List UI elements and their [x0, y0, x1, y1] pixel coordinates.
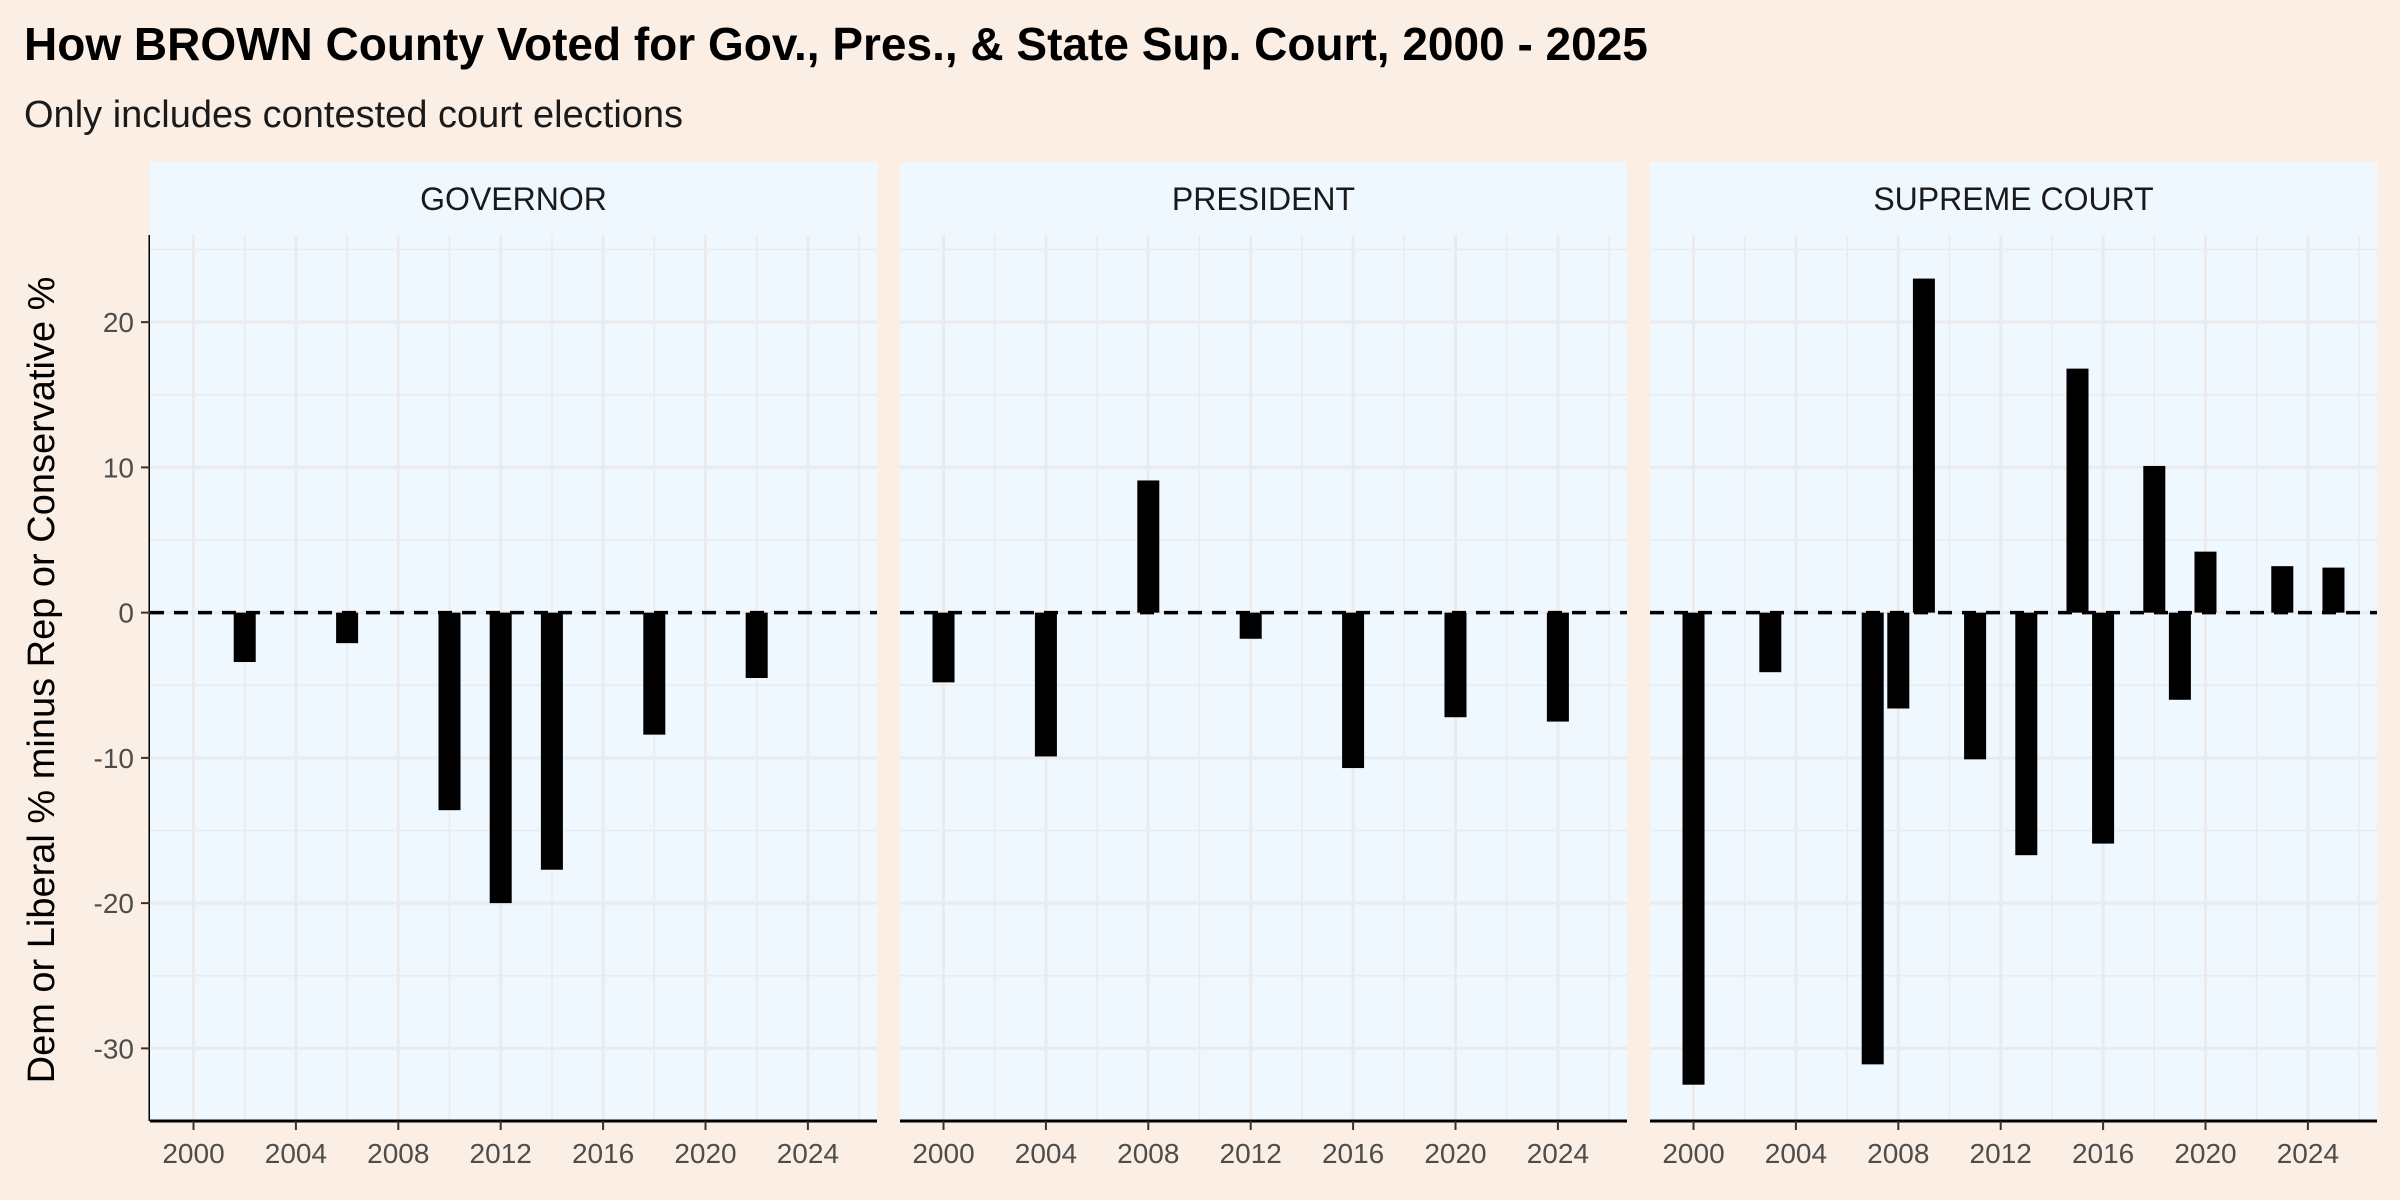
bar-supreme-court-2008 [1887, 612, 1910, 709]
x-tick-label: 2016 [572, 1138, 634, 1169]
bar-president-2020 [1444, 612, 1467, 718]
y-tick-label: -10 [94, 743, 134, 774]
bar-governor-2014 [540, 612, 563, 870]
bar-governor-2006 [336, 612, 359, 644]
bar-governor-2010 [438, 612, 461, 811]
panel-background [900, 235, 1627, 1121]
x-tick-label: 2008 [367, 1138, 429, 1169]
x-tick-label: 2012 [1220, 1138, 1282, 1169]
x-tick-label: 2024 [777, 1138, 839, 1169]
bar-supreme-court-2009 [1912, 278, 1935, 613]
strip-label: SUPREME COURT [1873, 181, 2153, 217]
x-tick-label: 2004 [265, 1138, 327, 1169]
bar-supreme-court-2016 [2092, 612, 2115, 844]
strip-label: GOVERNOR [420, 181, 607, 217]
bar-supreme-court-2023 [2271, 566, 2294, 613]
panel-governor: GOVERNOR 2000 2004 2008 2012 2016 2020 2024 [150, 162, 877, 1169]
bar-president-2004 [1034, 612, 1057, 757]
bar-governor-2022 [745, 612, 768, 678]
x-tick-label: 2000 [162, 1138, 224, 1169]
y-axis: -30 -20 -10 0 10 20 [94, 235, 152, 1121]
strip-background [900, 162, 1627, 235]
x-tick-label: 2024 [1527, 1138, 1589, 1169]
bar-president-2012 [1239, 612, 1262, 639]
panel-supreme-court: SUPREME COURT 2000 2004 2008 2012 2016 2020 202… [1650, 162, 2377, 1169]
bar-supreme-court-2013 [2015, 612, 2038, 856]
x-tick-label: 2020 [2174, 1138, 2236, 1169]
panel-background [1650, 235, 2377, 1121]
bar-supreme-court-2018 [2143, 465, 2166, 613]
panel-president: PRESIDENT 2000 2004 2008 2012 2016 2020 2024 [900, 162, 1627, 1169]
strip-background [1650, 162, 2377, 235]
x-tick-label: 2008 [1117, 1138, 1179, 1169]
bar-governor-2012 [489, 612, 512, 904]
x-tick-label: 2004 [1765, 1138, 1827, 1169]
x-tick-label: 2000 [912, 1138, 974, 1169]
x-tick-label: 2020 [1424, 1138, 1486, 1169]
bar-supreme-court-2003 [1759, 612, 1782, 673]
x-tick-label: 2004 [1015, 1138, 1077, 1169]
x-tick-label: 2000 [1662, 1138, 1724, 1169]
y-tick-label: -20 [94, 888, 134, 919]
x-tick-label: 2016 [1322, 1138, 1384, 1169]
bar-supreme-court-2007 [1861, 612, 1884, 1065]
strip-background [150, 162, 877, 235]
y-tick-label: 0 [118, 598, 134, 629]
bar-president-2024 [1546, 612, 1569, 722]
y-tick-label: 20 [103, 307, 134, 338]
bar-president-2000 [932, 612, 955, 683]
y-tick-label: -30 [94, 1033, 134, 1064]
panel-background [150, 235, 877, 1121]
bar-supreme-court-2019 [2168, 612, 2191, 700]
bar-president-2008 [1137, 480, 1160, 613]
x-tick-label: 2012 [470, 1138, 532, 1169]
x-tick-label: 2016 [2072, 1138, 2134, 1169]
y-axis-title: Dem or Liberal % minus Rep or Conservati… [21, 277, 63, 1084]
bar-president-2016 [1342, 612, 1365, 769]
x-tick-label: 2024 [2277, 1138, 2339, 1169]
bar-supreme-court-2011 [1964, 612, 1987, 760]
strip-label: PRESIDENT [1172, 181, 1355, 217]
chart-subtitle: Only includes contested court elections [24, 94, 683, 136]
bar-supreme-court-2015 [2066, 368, 2089, 613]
bar-supreme-court-2000 [1682, 612, 1705, 1085]
bar-supreme-court-2020 [2194, 551, 2217, 613]
x-tick-label: 2020 [674, 1138, 736, 1169]
y-tick-label: 10 [103, 452, 134, 483]
bar-governor-2002 [233, 612, 256, 663]
bar-governor-2018 [643, 612, 666, 735]
chart-title: How BROWN County Voted for Gov., Pres., … [24, 18, 1648, 70]
bar-supreme-court-2025 [2322, 567, 2345, 613]
x-tick-label: 2012 [1970, 1138, 2032, 1169]
x-tick-label: 2008 [1867, 1138, 1929, 1169]
